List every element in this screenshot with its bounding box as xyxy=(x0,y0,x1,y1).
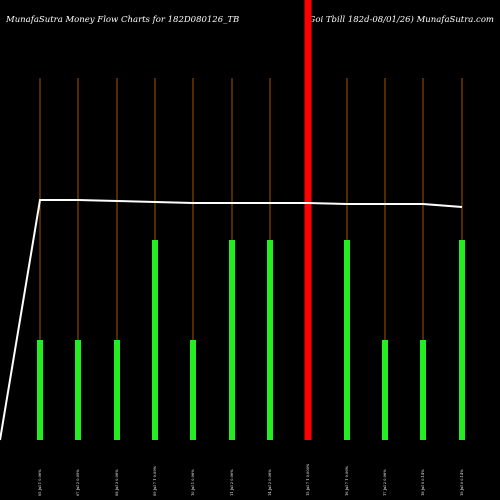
x-tick-labels: 05 Jul 1 0.06% 07 Jul 2 0.09% 08 Jul 3 0.0… xyxy=(38,463,464,496)
line-series xyxy=(0,199,463,441)
chart-title-left: MunafaSutra Money Flow Charts for 182D08… xyxy=(5,15,239,25)
bar xyxy=(190,340,196,440)
chart-title-right: (Goi Tbill 182d-08/01/26) MunafaSutra.co… xyxy=(305,14,494,25)
x-tick-label: 07 Jul 2 0.09% xyxy=(76,469,80,496)
x-tick-label: 05 Jul 1 0.06% xyxy=(38,469,42,496)
bar xyxy=(229,240,235,440)
bar xyxy=(75,340,81,440)
x-tick-label: 17 Jul 2 0.06% xyxy=(383,469,387,496)
x-tick-label: 11 Jul 2 0.06% xyxy=(230,469,234,496)
x-tick-label: 08 Jul 3 0.06% xyxy=(115,469,119,496)
x-tick-label: 10 Jul 1 0.06% xyxy=(191,469,195,496)
x-tick-label: 18 Jul 0 0.14% xyxy=(421,469,425,496)
bars xyxy=(37,0,465,440)
bar xyxy=(152,240,158,440)
bar xyxy=(304,0,312,440)
x-tick-label: 15 Jul 7 1 0.000% xyxy=(306,463,310,496)
x-tick-label: 09 Jul 7 1 0.09% xyxy=(153,465,157,496)
x-tick-label: 16 Jul 7 1 0.06% xyxy=(345,465,349,496)
bar xyxy=(37,340,43,440)
bar xyxy=(420,340,426,440)
x-tick-label: 14 Jul 2 0.06% xyxy=(268,469,272,496)
money-flow-line xyxy=(0,199,463,441)
bar xyxy=(267,240,273,440)
bar xyxy=(344,240,350,440)
x-tick-label: 19 Jul 0 0.14% xyxy=(460,469,464,496)
bar xyxy=(382,340,388,440)
bar xyxy=(459,240,465,440)
bar xyxy=(114,340,120,440)
